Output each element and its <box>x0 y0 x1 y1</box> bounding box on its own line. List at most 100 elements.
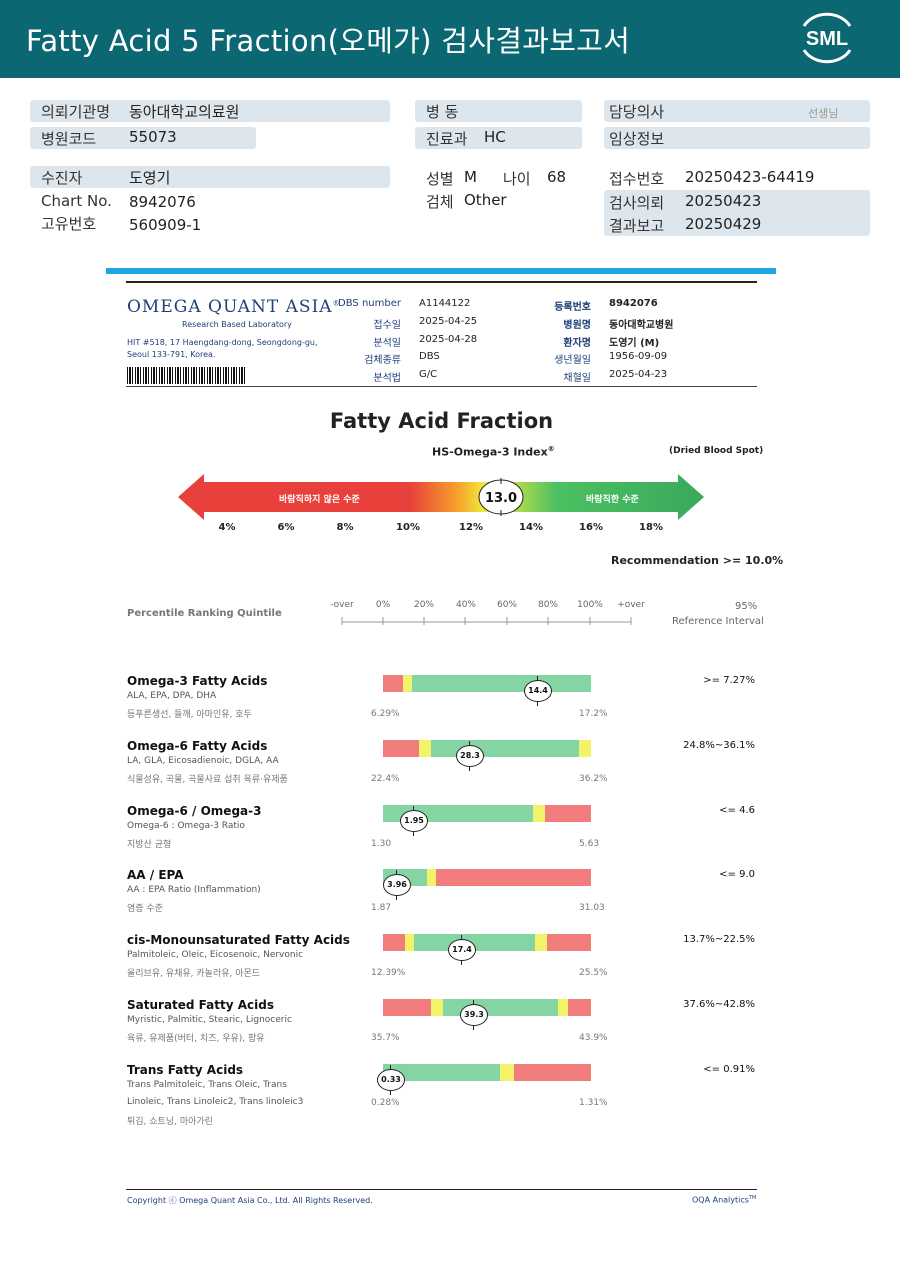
report-value: 20250429 <box>685 215 762 233</box>
bad-level-label: 바람직하지 않은 수준 <box>279 493 360 505</box>
patient-row <box>30 166 390 188</box>
bar-segment-bad <box>547 934 591 951</box>
row-title: Omega-6 / Omega-3 <box>127 804 262 818</box>
row-subtitle: ALA, EPA, DPA, DHA <box>127 691 217 701</box>
section-title: Fatty Acid Fraction <box>329 409 554 433</box>
patient-name-value: 도영기 (M) <box>609 338 660 349</box>
range-min: 35.7% <box>371 1033 400 1043</box>
percentile-tick-label: 40% <box>455 600 476 610</box>
row-title: cis-Monounsaturated Fatty Acids <box>127 933 350 947</box>
analysis-date-value: 2025-04-28 <box>419 334 478 345</box>
oqa-analytics: OQA AnalyticsTM <box>692 1195 757 1205</box>
doctor-label: 담당의사 <box>609 103 665 121</box>
ref-interval-label: Reference Interval <box>672 616 764 627</box>
bar-segment-warn <box>405 934 414 951</box>
range-min: 1.30 <box>371 839 392 849</box>
row-reference: 37.6%~42.8% <box>683 999 755 1010</box>
analytics-tm-mark: TM <box>748 1195 757 1201</box>
specimen-label: 검체 <box>426 193 454 211</box>
row-korean-note: 지방산 균형 <box>127 840 172 850</box>
dates-block <box>604 190 870 236</box>
range-max: 31.03 <box>579 903 605 913</box>
patient-label: 수진자 <box>41 169 83 187</box>
analysis-date-label: 분석일 <box>373 338 401 349</box>
ref-interval-pct: 95% <box>735 601 758 612</box>
report-label: 결과보고 <box>609 217 665 235</box>
row-title: Omega-3 Fatty Acids <box>127 674 268 688</box>
row-title: Saturated Fatty Acids <box>127 998 274 1012</box>
good-level-label: 바람직한 수준 <box>586 493 639 505</box>
range-max: 25.5% <box>579 968 608 978</box>
receipt-date-value: 2025-04-25 <box>419 316 478 327</box>
bar-segment-warn <box>535 934 547 951</box>
lab-address-2: Seoul 133-791, Korea. <box>127 350 216 359</box>
age-label: 나이 <box>503 170 531 188</box>
bar-segment-warn <box>579 740 591 757</box>
value-marker: 28.3 <box>456 741 484 771</box>
index-value: 13.0 <box>485 491 517 506</box>
quintile-bar <box>383 934 591 951</box>
index-arrow-gauge: 바람직하지 않은 수준 바람직한 수준 13.0 <box>178 474 704 520</box>
quintile-bar <box>383 740 591 757</box>
request-label: 검사의뢰 <box>609 194 665 212</box>
value-marker: 17.4 <box>448 935 476 965</box>
index-title: HS-Omega-3 Index® <box>432 445 555 459</box>
method-label: 분석법 <box>373 373 401 384</box>
recommendation: Recommendation >= 10.0% <box>611 554 784 567</box>
bar-segment-bad <box>383 934 405 951</box>
index-tick-label: 16% <box>579 522 603 533</box>
bar-segment-bad <box>545 805 591 822</box>
row-korean-note: 등푸른생선, 들깨, 아마인유, 호두 <box>127 710 252 720</box>
sml-logo: SML <box>802 12 852 64</box>
row-subtitle: Trans Palmitoleic, Trans Oleic, Trans <box>127 1080 287 1090</box>
reg-no-value: 8942076 <box>609 298 658 309</box>
collect-label: 채혈일 <box>563 373 591 384</box>
row-korean-note: 염증 수준 <box>127 904 163 914</box>
quintile-bar <box>383 805 591 822</box>
institution-label: 의뢰기관명 <box>41 103 111 121</box>
barcode <box>127 367 245 384</box>
index-tick-label: 12% <box>459 522 483 533</box>
row-reference: <= 4.6 <box>719 805 755 816</box>
dob-label: 생년월일 <box>554 355 591 366</box>
row-reference: 24.8%~36.1% <box>683 740 755 751</box>
row-subtitle: Omega-6 : Omega-3 Ratio <box>127 821 245 831</box>
index-tick-label: 18% <box>639 522 663 533</box>
receipt-value: 20250423-64419 <box>685 168 815 186</box>
value-marker: 14.4 <box>524 676 552 706</box>
bar-segment-warn <box>403 675 412 692</box>
sex-label: 성별 <box>426 170 454 188</box>
row-subtitle: Myristic, Palmitic, Stearic, Lignoceric <box>127 1015 292 1025</box>
patient-value: 도영기 <box>129 169 171 187</box>
value-marker: 0.33 <box>377 1065 405 1095</box>
lab-brand: OMEGA QUANT ASIA® <box>127 297 341 317</box>
chart-no-value: 8942076 <box>129 193 196 211</box>
ward-label: 병 동 <box>426 103 459 121</box>
lab-address-1: HIT #518, 17 Haengdang-dong, Seongdong-g… <box>127 338 318 347</box>
row-subtitle: LA, GLA, Eicosadienoic, DGLA, AA <box>127 756 279 766</box>
range-min: 12.39% <box>371 968 406 978</box>
bar-segment-bad <box>568 999 591 1016</box>
brand-reg-mark: ® <box>332 299 341 308</box>
reg-no-label: 등록번호 <box>554 302 591 313</box>
bar-segment-warn <box>431 999 443 1016</box>
doctor-row <box>604 100 870 122</box>
hospital-code-value: 55073 <box>129 128 177 146</box>
institution-row <box>30 100 390 122</box>
row-reference: <= 0.91% <box>703 1064 755 1075</box>
percentile-tick-label: 80% <box>537 600 558 610</box>
receipt-date-label: 접수일 <box>373 320 401 331</box>
hospital-code-row <box>30 127 256 149</box>
hospital-code-label: 병원코드 <box>41 130 97 148</box>
request-value: 20250423 <box>685 192 762 210</box>
lab-header-bottom-rule <box>126 386 757 387</box>
footer-rule <box>126 1189 757 1190</box>
dept-label: 진료과 <box>426 130 468 148</box>
bar-segment-bad <box>383 675 403 692</box>
row-subtitle: AA : EPA Ratio (Inflammation) <box>127 885 261 895</box>
quintile-bar <box>383 999 591 1016</box>
dbs-value: A1144122 <box>419 298 471 309</box>
index-tick-label: 14% <box>519 522 543 533</box>
percentile-tick-label: 0% <box>375 600 391 610</box>
lab-subtitle: Research Based Laboratory <box>182 320 292 329</box>
